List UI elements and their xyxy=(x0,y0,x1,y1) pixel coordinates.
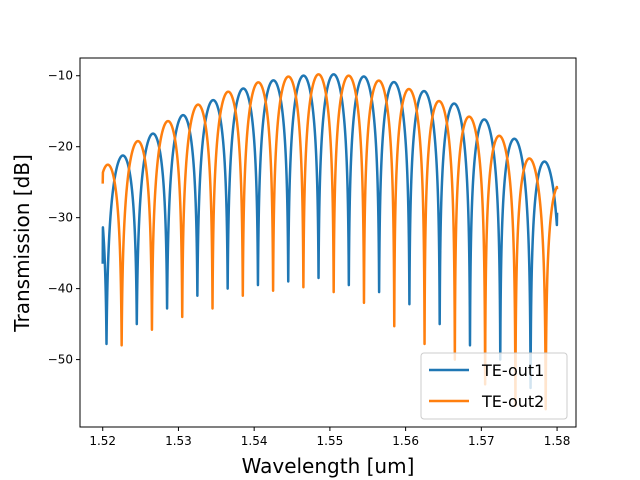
legend-label-te-out2: TE-out2 xyxy=(481,392,544,411)
legend: TE-out1 TE-out2 xyxy=(420,352,568,420)
x-tick-label: 1.58 xyxy=(544,434,571,448)
axes-frame xyxy=(79,57,577,428)
x-tick-label: 1.55 xyxy=(317,434,344,448)
y-tick-label: −30 xyxy=(48,211,73,225)
x-tick-label: 1.57 xyxy=(468,434,495,448)
x-tick-label: 1.52 xyxy=(89,434,116,448)
x-axis-label: Wavelength [um] xyxy=(242,454,415,478)
plot-lines xyxy=(101,73,559,411)
x-tick-label: 1.54 xyxy=(241,434,268,448)
x-axis-ticks: 1.52 1.53 1.54 1.55 1.56 1.57 1.58 xyxy=(89,427,570,448)
y-tick-label: −20 xyxy=(48,140,73,154)
series-line-te-out2 xyxy=(101,73,559,411)
y-tick-label: −50 xyxy=(48,353,73,367)
y-tick-label: −40 xyxy=(48,282,73,296)
y-axis-label: Transmission [dB] xyxy=(10,154,34,333)
x-tick-label: 1.53 xyxy=(165,434,192,448)
x-tick-label: 1.56 xyxy=(392,434,419,448)
y-tick-label: −10 xyxy=(48,69,73,83)
legend-label-te-out1: TE-out1 xyxy=(481,361,544,380)
series-line-te-out1 xyxy=(101,73,559,390)
y-axis-ticks: −50 −40 −30 −20 −10 xyxy=(48,69,80,367)
